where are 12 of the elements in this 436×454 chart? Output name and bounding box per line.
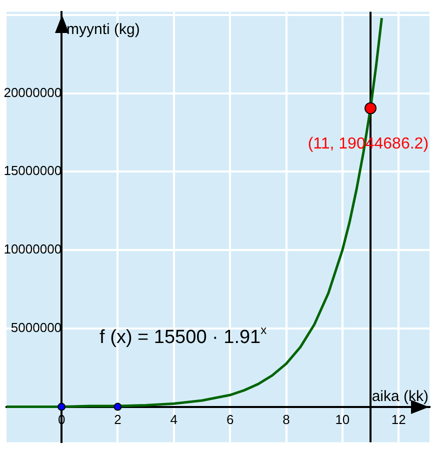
- y-tick-label: 15000000: [4, 163, 62, 178]
- x-tick-label: 10: [335, 412, 350, 428]
- y-tick-label: 20000000: [4, 84, 62, 100]
- y-axis-title: myynti (kg): [66, 20, 140, 38]
- x-tick-label: 2: [114, 412, 122, 428]
- x-axis-title: aika (kk): [372, 388, 428, 405]
- x-tick-label: 6: [226, 412, 234, 428]
- y-tick-label: 5000000: [10, 320, 62, 335]
- x-tick-label: 12: [391, 412, 406, 428]
- y-tick-label: 10000000: [4, 242, 62, 257]
- x-tick-label: 4: [170, 412, 178, 428]
- x-tick-label: 8: [282, 412, 290, 428]
